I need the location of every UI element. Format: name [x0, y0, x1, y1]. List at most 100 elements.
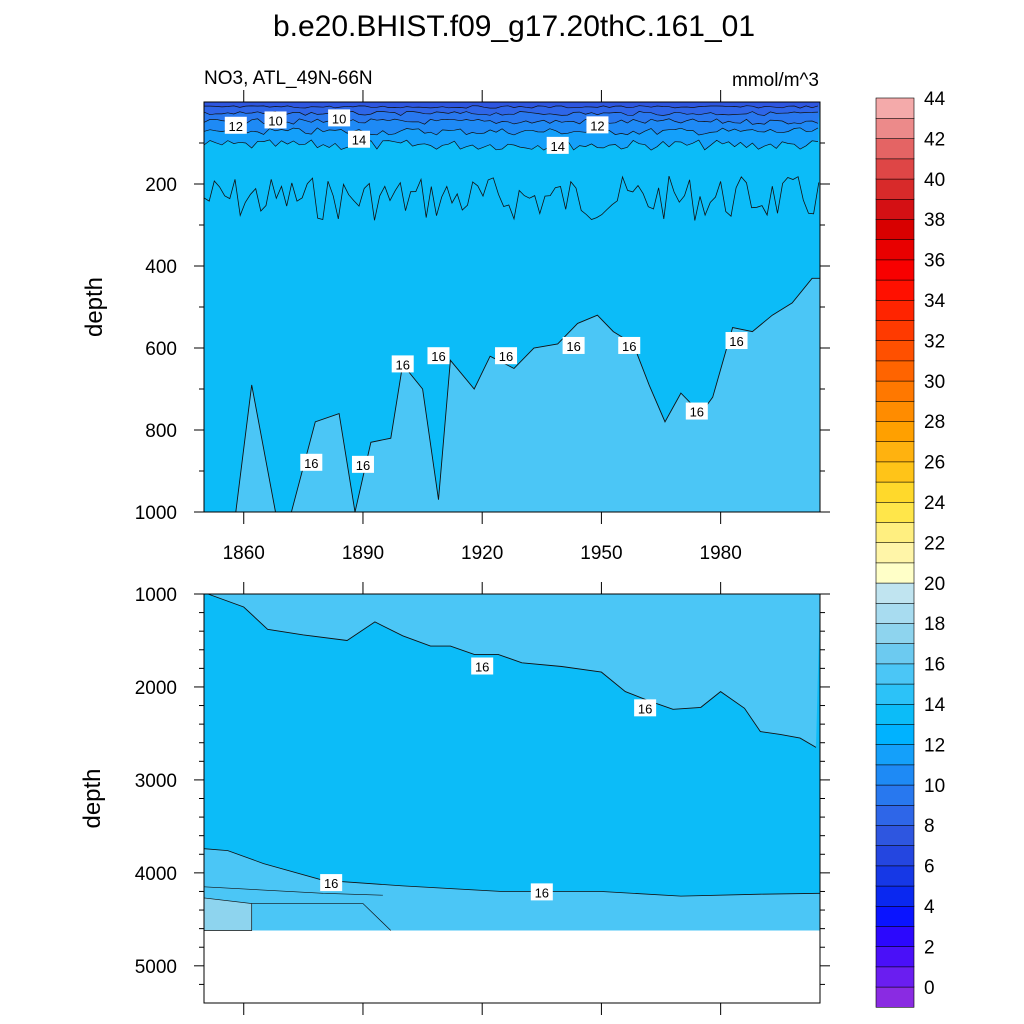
y-axis-label: depth: [81, 277, 108, 337]
contour-label-box: [546, 136, 569, 154]
contour-label: 16: [320, 874, 343, 892]
colorbar-swatch: [875, 481, 915, 503]
contour-line-16-shallow: [207, 593, 817, 748]
x-tick-label: 1890: [342, 543, 384, 564]
contour-label-text: 12: [590, 118, 604, 133]
x-tick-label: 1950: [580, 543, 622, 564]
colorbar-swatch: [875, 966, 915, 988]
colorbar-swatch: [875, 319, 915, 342]
colorbar-swatch: [875, 764, 915, 786]
field-10-11-line: [203, 118, 819, 125]
colorbar-swatch: [875, 925, 915, 948]
colorbar-tick-label: 42: [924, 129, 945, 150]
colorbar-swatch: [875, 218, 915, 240]
contour-label-text: 16: [324, 876, 338, 891]
contour-line-upper-14: [203, 175, 820, 221]
y-tick-label: 2000: [135, 678, 177, 699]
contour-label: 16: [562, 336, 585, 354]
contour-label: 16: [351, 455, 374, 473]
field-8-9-line: [204, 105, 819, 109]
colorbar-swatch: [875, 562, 915, 584]
colorbar-swatch: [875, 542, 915, 564]
contour-label-box: [618, 336, 641, 354]
colorbar-tick-label: 38: [924, 210, 945, 231]
contour-line-16: [204, 277, 820, 513]
colorbar-tick-label: 4: [924, 897, 935, 918]
field-above-16-deep: [204, 848, 820, 931]
colorbar-swatch: [875, 117, 915, 139]
colorbar-swatch: [875, 602, 915, 624]
colorbar-tick-label: 20: [924, 574, 945, 595]
colorbar-swatch: [875, 239, 915, 261]
contour-label: 16: [725, 332, 748, 350]
colorbar-swatch: [875, 97, 915, 119]
contour-label: 16: [300, 453, 323, 471]
colorbar-swatch: [875, 158, 915, 180]
colorbar-swatch: [875, 198, 915, 220]
colorbar-tick-label: 2: [924, 937, 935, 958]
y-tick-label: 4000: [135, 864, 177, 885]
contour-label-text: 16: [431, 349, 445, 364]
colorbar-tick-label: 8: [924, 816, 935, 837]
colorbar-tick-label: 36: [924, 251, 945, 272]
colorbar-swatch: [875, 259, 915, 281]
colorbar-swatch: [875, 885, 915, 907]
contour-label-box: [427, 347, 450, 365]
colorbar-tick-label: 6: [924, 857, 935, 878]
colorbar-tick-label: 24: [924, 493, 946, 514]
colorbar-tick-label: 10: [924, 776, 945, 797]
y-tick-label: 200: [145, 175, 177, 196]
y-tick-label: 800: [145, 421, 177, 442]
contour-line-16-deep: [203, 848, 821, 897]
contour-label-text: 16: [356, 458, 370, 473]
y-axis-label: depth: [79, 768, 106, 828]
colorbar-swatch: [875, 582, 915, 604]
contour-label-text: 16: [729, 334, 743, 349]
contour-label-text: 16: [622, 339, 636, 354]
contour-label-text: 10: [268, 113, 282, 128]
colorbar-swatch: [875, 380, 915, 402]
contour-label-text: 16: [475, 660, 489, 675]
contour-label-box: [725, 332, 748, 350]
contour-label-box: [328, 109, 351, 127]
contour-line-16-5: [203, 886, 383, 896]
y-tick-label: 600: [145, 339, 177, 360]
contour-label-text: 14: [550, 139, 564, 154]
field-above-18-deep: [203, 897, 253, 931]
subtitle-units: mmol/m^3: [732, 70, 819, 91]
contour-label-box: [320, 874, 343, 892]
colorbar-swatch: [875, 824, 915, 847]
contour-label-text: 12: [229, 119, 243, 134]
colorbar-tick-label: 30: [924, 372, 945, 393]
y-tick-label: 1000: [135, 585, 177, 606]
colorbar-swatch: [875, 986, 915, 1008]
figure-title: b.e20.BHIST.f09_g17.20thC.161_01: [273, 10, 755, 43]
colorbar-tick-label: 12: [924, 735, 945, 756]
colorbar-tick-label: 26: [924, 453, 945, 474]
contour-label-box: [391, 355, 414, 373]
contour-label-box: [224, 116, 247, 134]
contour-label-box: [562, 336, 585, 354]
y-tick-label: 5000: [135, 957, 177, 978]
colorbar-swatch: [875, 784, 915, 806]
contour-label: 12: [586, 116, 609, 134]
colorbar-tick-label: 34: [924, 291, 946, 312]
contour-label-box: [351, 455, 374, 473]
colorbar-swatch: [875, 723, 915, 746]
colorbar-swatch: [875, 299, 915, 321]
contour-label: 10: [264, 111, 287, 129]
colorbar-swatch: [875, 905, 915, 927]
contour-label: 16: [685, 402, 708, 420]
contour-label-text: 16: [638, 701, 652, 716]
colorbar-swatch: [875, 663, 915, 685]
colorbar-swatch: [875, 643, 915, 665]
colorbar-swatch: [875, 622, 915, 645]
contour-label-box: [471, 657, 494, 675]
colorbar-tick-label: 14: [924, 695, 946, 716]
contour-label: 16: [427, 347, 450, 365]
colorbar: 0246810121416182022242628303234363840424…: [875, 89, 946, 1008]
upper-depth-panel: 12 10 10 14 14 12 16 16 16 16 16 16 16 16 16 200 400 600 8…: [81, 90, 830, 564]
contour-label-text: 16: [566, 339, 580, 354]
contour-label: 12: [224, 116, 247, 134]
y-tick-label: 1000: [135, 503, 177, 524]
